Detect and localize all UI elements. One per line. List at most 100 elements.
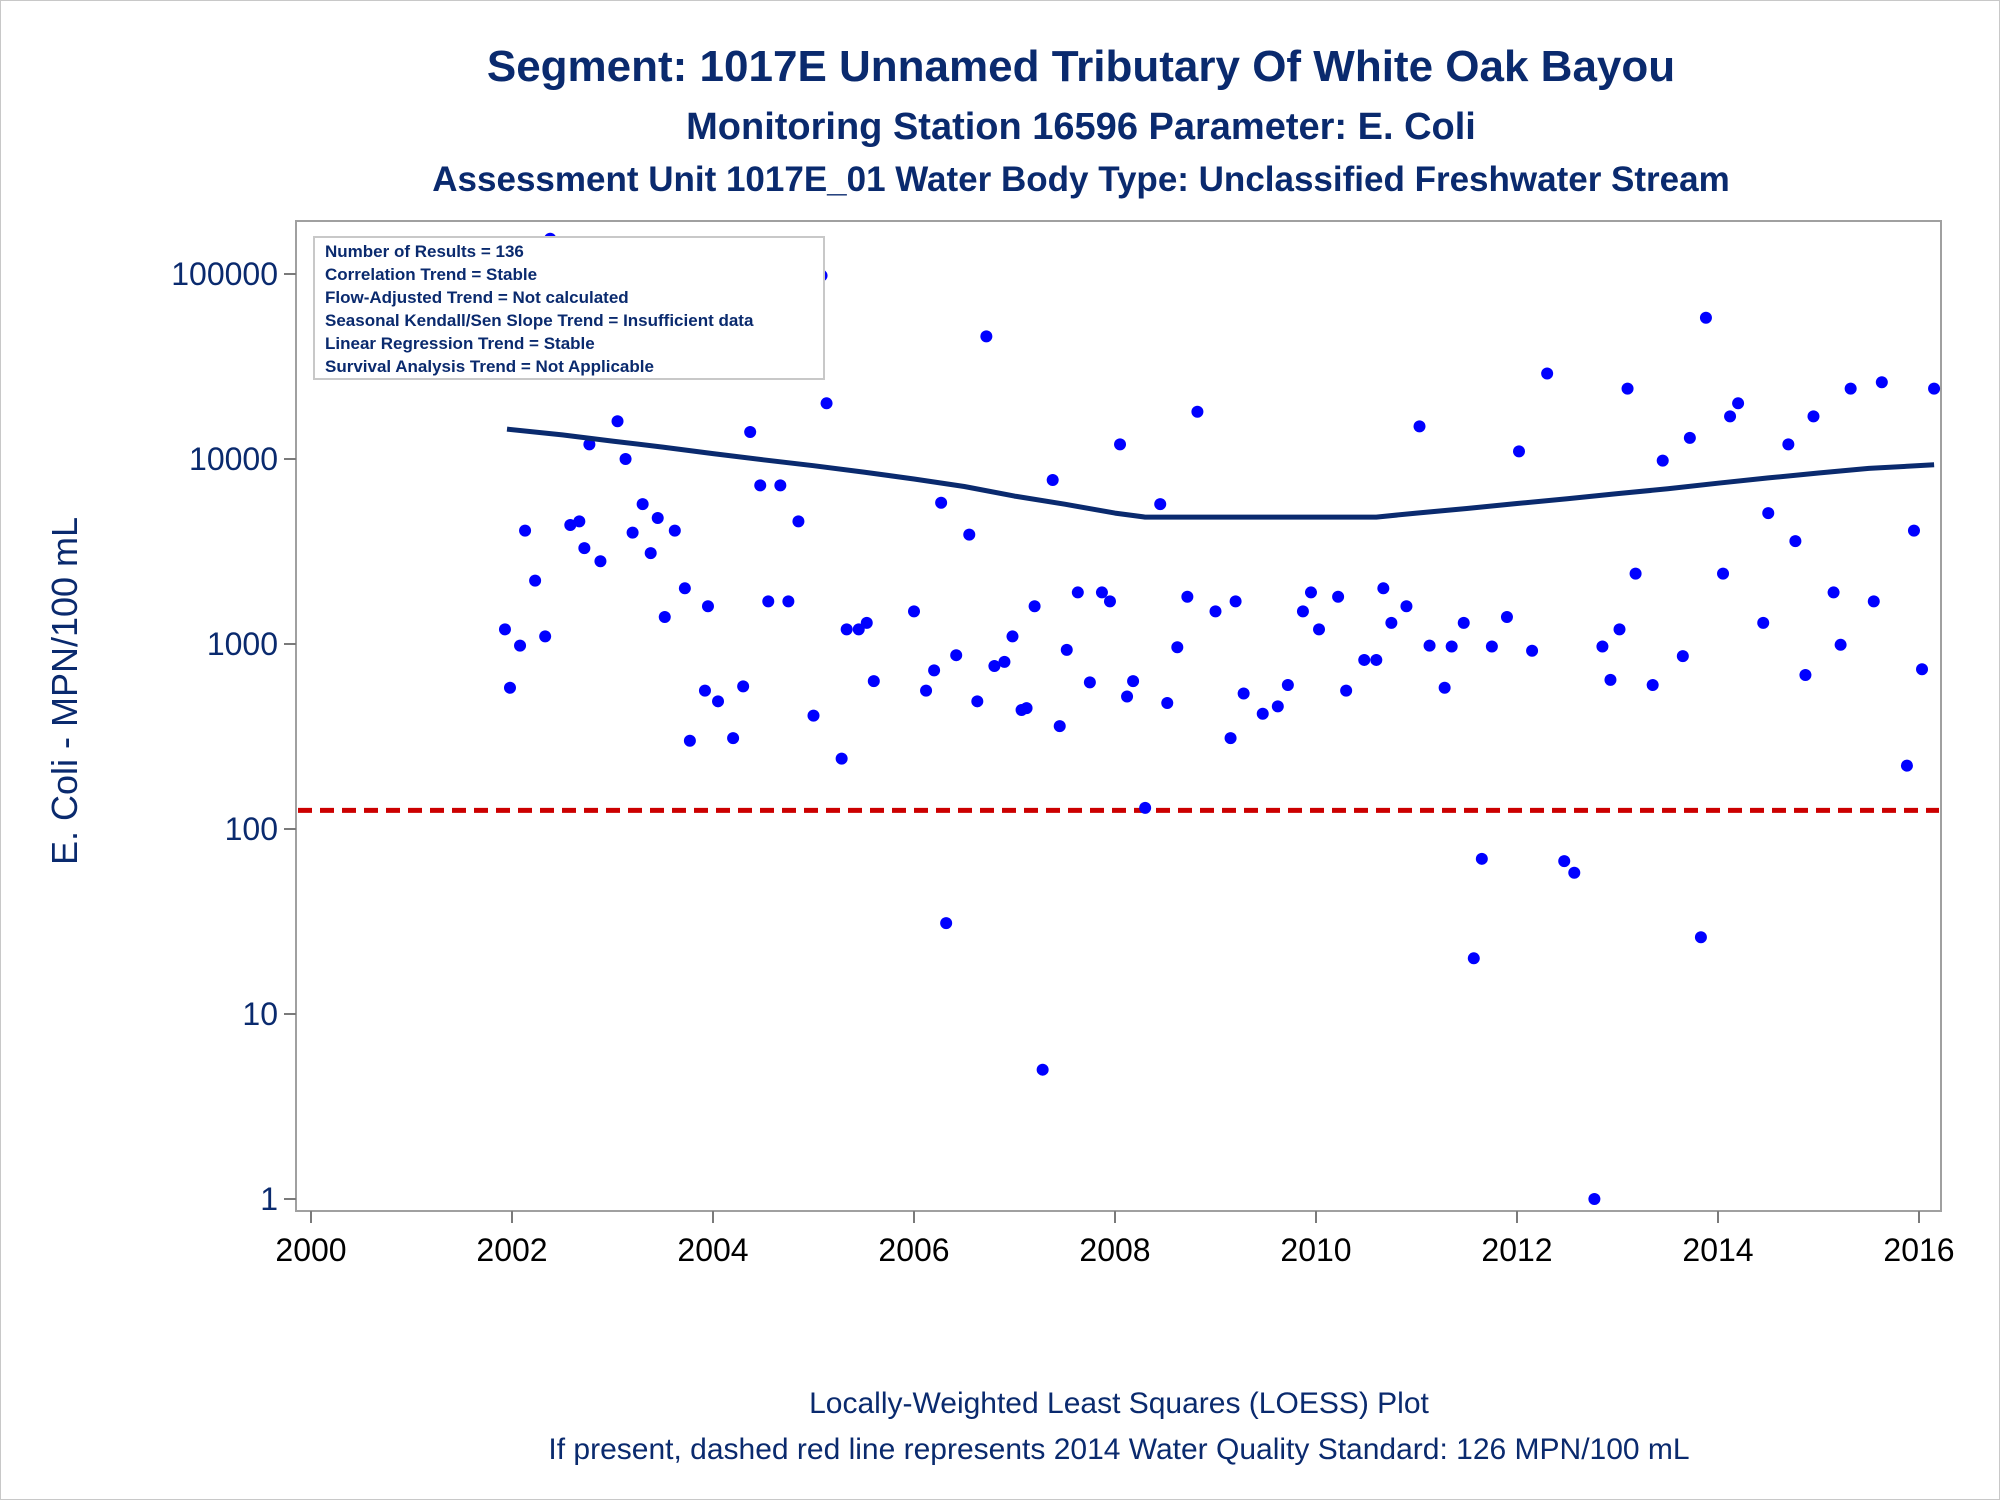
data-point <box>908 605 920 618</box>
x-tick-label: 2008 <box>1079 1232 1150 1268</box>
data-point <box>1181 590 1194 603</box>
data-point <box>701 600 714 613</box>
data-point <box>514 639 527 652</box>
data-point <box>1646 679 1659 692</box>
data-point <box>573 515 586 528</box>
data-point <box>1732 397 1745 410</box>
data-point <box>498 623 511 636</box>
data-point <box>1656 454 1669 467</box>
stats-line-seasonal-kendall: Seasonal Kendall/Sen Slope Trend = Insuf… <box>325 311 754 330</box>
x-tick-label: 2012 <box>1481 1232 1552 1268</box>
data-point <box>1103 595 1116 608</box>
data-point <box>1071 586 1084 599</box>
data-point <box>1313 623 1326 636</box>
data-point <box>840 623 853 636</box>
data-point <box>1171 641 1184 654</box>
footnote-standard: If present, dashed red line represents 2… <box>548 1433 1689 1466</box>
data-point <box>1827 586 1840 599</box>
data-point <box>807 709 820 722</box>
stats-line-correlation: Correlation Trend = Stable <box>325 265 537 284</box>
data-point <box>860 616 873 629</box>
data-point <box>1676 650 1689 663</box>
data-point <box>1209 605 1222 618</box>
data-point <box>636 498 649 511</box>
data-point <box>583 438 596 451</box>
x-tick-label: 2004 <box>677 1232 748 1268</box>
loess-trend-line <box>506 426 1935 520</box>
data-point <box>1457 616 1470 629</box>
data-point <box>1237 687 1250 700</box>
data-point <box>1161 696 1174 709</box>
stats-line-survival-analysis: Survival Analysis Trend = Not Applicable <box>325 357 654 376</box>
data-point <box>1400 600 1413 613</box>
data-point <box>1807 410 1820 423</box>
plot-area <box>295 220 1942 1212</box>
data-point <box>980 330 993 343</box>
data-point <box>1445 640 1458 653</box>
data-point <box>1724 410 1737 423</box>
data-point <box>1717 567 1730 580</box>
data-point <box>1191 405 1204 418</box>
data-point <box>1485 640 1498 653</box>
data-point <box>1526 644 1539 657</box>
y-tick-label: 10000 <box>189 441 278 477</box>
data-point <box>1875 376 1888 389</box>
data-point <box>529 574 542 587</box>
data-point <box>1558 855 1571 868</box>
x-tick-label: 2006 <box>878 1232 949 1268</box>
data-point <box>1513 445 1526 458</box>
footnote-loess: Locally-Weighted Least Squares (LOESS) P… <box>809 1387 1429 1420</box>
data-point <box>1127 675 1140 688</box>
data-point <box>1139 801 1152 814</box>
x-tick-label: 2002 <box>476 1232 547 1268</box>
data-point <box>578 542 591 555</box>
y-tick-label: 1000 <box>207 626 278 662</box>
data-point <box>1053 720 1066 733</box>
data-point <box>1438 681 1451 694</box>
data-point <box>1500 610 1513 623</box>
data-point <box>539 630 552 643</box>
data-point <box>1060 643 1073 656</box>
data-point <box>644 547 657 560</box>
chart-subtitle: Monitoring Station 16596 Parameter: E. C… <box>686 106 1476 148</box>
data-point <box>1568 866 1581 879</box>
y-axis: 1 10 100 1000 10000 100000 <box>171 256 296 1217</box>
data-point <box>1782 438 1795 451</box>
data-point <box>1385 616 1398 629</box>
data-point <box>626 526 639 539</box>
data-point <box>1256 707 1269 720</box>
data-point <box>1304 586 1317 599</box>
data-point <box>1467 952 1480 965</box>
data-point <box>1799 668 1812 681</box>
data-point <box>762 595 775 608</box>
data-point <box>1834 638 1847 651</box>
data-point <box>867 675 880 688</box>
data-point <box>1083 676 1096 689</box>
data-point <box>737 680 750 693</box>
data-point <box>1413 420 1426 433</box>
data-point <box>744 425 757 438</box>
data-point <box>1789 535 1802 548</box>
data-point <box>1629 567 1642 580</box>
x-tick-label: 2014 <box>1682 1232 1753 1268</box>
data-point <box>1377 582 1390 595</box>
y-tick-label: 100 <box>225 811 278 847</box>
stats-line-linear-regression: Linear Regression Trend = Stable <box>325 334 595 353</box>
data-point <box>678 582 691 595</box>
data-point <box>1541 367 1554 380</box>
data-point <box>727 732 740 745</box>
chart-title: Segment: 1017E Unnamed Tributary Of Whit… <box>487 42 1675 91</box>
data-point <box>1006 630 1019 643</box>
data-point <box>564 518 577 531</box>
data-point <box>1281 679 1294 692</box>
data-point <box>1757 616 1770 629</box>
data-point <box>1229 595 1242 608</box>
chart-subtitle-2: Assessment Unit 1017E_01 Water Body Type… <box>432 160 1729 199</box>
data-point <box>651 511 664 524</box>
data-point <box>852 623 865 636</box>
data-point <box>1844 382 1857 395</box>
data-point <box>1046 473 1059 486</box>
data-point <box>998 655 1011 668</box>
data-point <box>503 681 516 694</box>
data-point <box>1296 605 1309 618</box>
